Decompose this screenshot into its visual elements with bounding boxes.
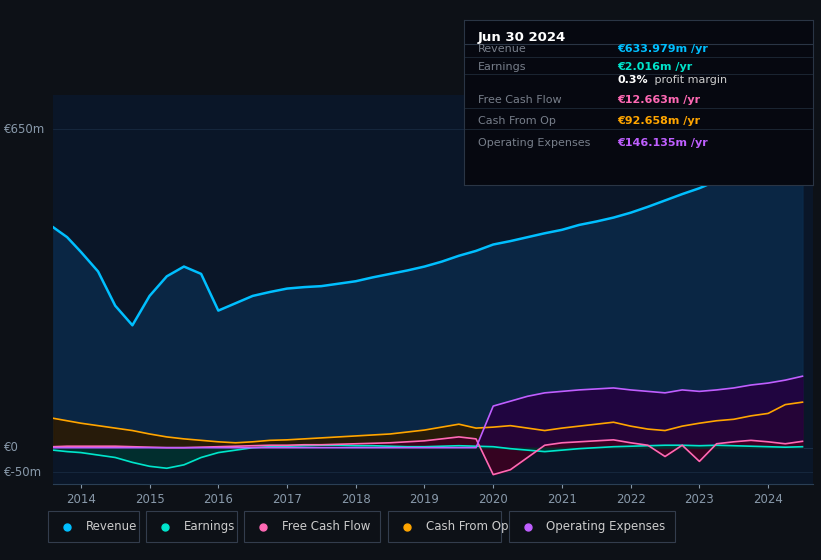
Text: €650m: €650m bbox=[4, 123, 45, 136]
Text: €12.663m /yr: €12.663m /yr bbox=[617, 95, 700, 105]
Text: Revenue: Revenue bbox=[478, 44, 526, 54]
Text: Free Cash Flow: Free Cash Flow bbox=[478, 95, 562, 105]
Text: Free Cash Flow: Free Cash Flow bbox=[282, 520, 370, 533]
Text: €92.658m /yr: €92.658m /yr bbox=[617, 116, 700, 126]
Text: Cash From Op: Cash From Op bbox=[425, 520, 508, 533]
Text: €-50m: €-50m bbox=[4, 466, 42, 479]
Text: €0: €0 bbox=[4, 441, 19, 454]
Text: Revenue: Revenue bbox=[85, 520, 137, 533]
Text: 0.3%: 0.3% bbox=[617, 75, 648, 85]
Text: €2.016m /yr: €2.016m /yr bbox=[617, 62, 693, 72]
Text: €146.135m /yr: €146.135m /yr bbox=[617, 138, 709, 148]
Text: Cash From Op: Cash From Op bbox=[478, 116, 556, 126]
Text: Operating Expenses: Operating Expenses bbox=[547, 520, 666, 533]
Text: Earnings: Earnings bbox=[478, 62, 526, 72]
Text: Jun 30 2024: Jun 30 2024 bbox=[478, 31, 566, 44]
Text: Earnings: Earnings bbox=[184, 520, 236, 533]
Text: Operating Expenses: Operating Expenses bbox=[478, 138, 590, 148]
Text: profit margin: profit margin bbox=[650, 75, 727, 85]
Text: €633.979m /yr: €633.979m /yr bbox=[617, 44, 709, 54]
